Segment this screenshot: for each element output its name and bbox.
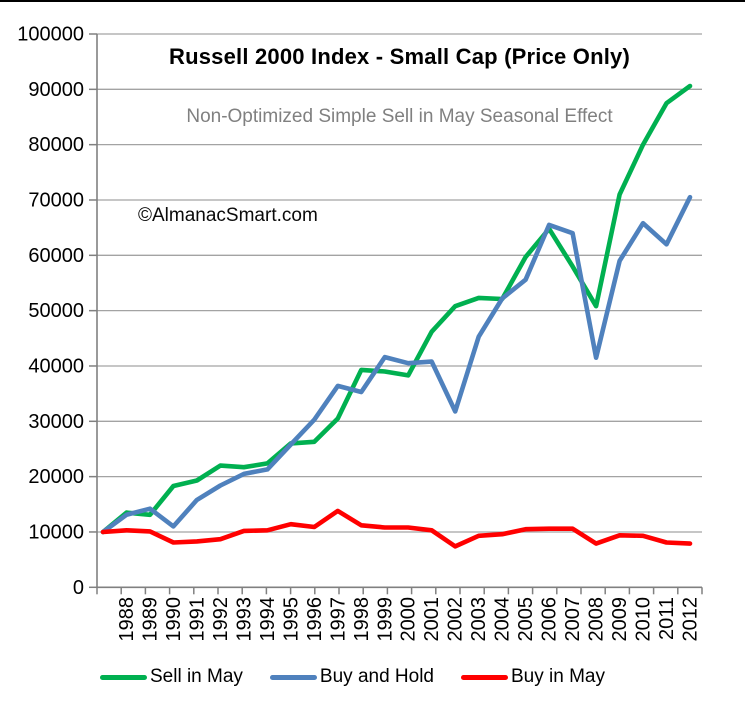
x-axis-tick-label: 2004 xyxy=(492,597,514,642)
x-axis-tick-label: 1992 xyxy=(210,597,232,642)
x-axis-tick-label: 2011 xyxy=(656,597,678,640)
series-line-sell-in-may xyxy=(100,83,693,535)
x-axis-tick-label: 2002 xyxy=(445,597,467,642)
x-axis-tick-label: 1989 xyxy=(139,597,161,642)
chart-title: Russell 2000 Index - Small Cap (Price On… xyxy=(169,44,630,69)
legend-item-buy-and-hold: Buy and Hold xyxy=(269,666,434,688)
legend-swatch-buy-and-hold xyxy=(269,674,317,680)
x-axis-tick-label: 2010 xyxy=(633,597,655,642)
x-axis-tick-label: 1995 xyxy=(280,597,302,642)
x-axis-tick-label: 1990 xyxy=(163,597,185,642)
legend: Sell in May Buy and Hold Buy in May xyxy=(100,666,605,688)
y-axis-tick-label: 70000 xyxy=(28,189,84,211)
x-axis-tick-label: 2003 xyxy=(468,597,490,642)
x-axis-tick-label: 2005 xyxy=(515,597,537,642)
x-axis-tick-label: 1996 xyxy=(304,597,326,642)
x-axis-tick-label: 1993 xyxy=(233,597,255,642)
series-line-buy-in-may xyxy=(100,508,693,549)
x-axis-tick-label: 2007 xyxy=(562,597,584,642)
x-axis-tick-label: 2012 xyxy=(680,597,702,642)
x-axis-tick-label: 2009 xyxy=(609,597,631,642)
legend-item-buy-in-may: Buy in May xyxy=(461,666,605,688)
legend-label-buy-in-may: Buy in May xyxy=(511,666,605,687)
y-axis-tick-label: 50000 xyxy=(28,300,84,322)
y-axis-tick-label: 10000 xyxy=(28,521,84,543)
x-axis-tick-label: 1991 xyxy=(186,597,208,642)
chart-subtitle: Non-Optimized Simple Sell in May Seasona… xyxy=(186,106,613,127)
series-line-buy-and-hold xyxy=(100,194,693,535)
y-axis-tick-label: 80000 xyxy=(28,134,84,156)
x-axis-tick-label: 2000 xyxy=(398,597,420,642)
x-axis-tick-label: 1988 xyxy=(116,597,138,642)
x-axis-tick-label: 1998 xyxy=(351,597,373,642)
x-axis-tick-label: 2001 xyxy=(421,597,443,642)
legend-label-buy-and-hold: Buy and Hold xyxy=(319,666,434,687)
legend-swatch-buy-in-may xyxy=(461,674,508,680)
y-axis-tick-label: 100000 xyxy=(17,24,84,46)
x-axis-tick-label: 2008 xyxy=(586,597,608,642)
legend-label-sell-in-may: Sell in May xyxy=(150,666,243,687)
y-axis-tick-label: 40000 xyxy=(28,355,84,377)
x-axis-tick-label: 1999 xyxy=(374,597,396,642)
y-axis-tick-label: 60000 xyxy=(28,245,84,267)
watermark: ©AlmanacSmart.com xyxy=(138,205,318,226)
legend-item-sell-in-may: Sell in May xyxy=(100,666,243,688)
y-axis-tick-label: 90000 xyxy=(28,79,84,101)
y-axis-tick-label: 0 xyxy=(73,577,84,599)
x-axis-tick-label: 2006 xyxy=(539,597,561,642)
y-axis-tick-label: 30000 xyxy=(28,411,84,433)
x-axis-tick-label: 1997 xyxy=(327,597,349,642)
x-axis-tick-label: 1994 xyxy=(257,597,279,642)
legend-swatch-sell-in-may xyxy=(100,674,147,680)
y-axis-tick-label: 20000 xyxy=(28,466,84,488)
